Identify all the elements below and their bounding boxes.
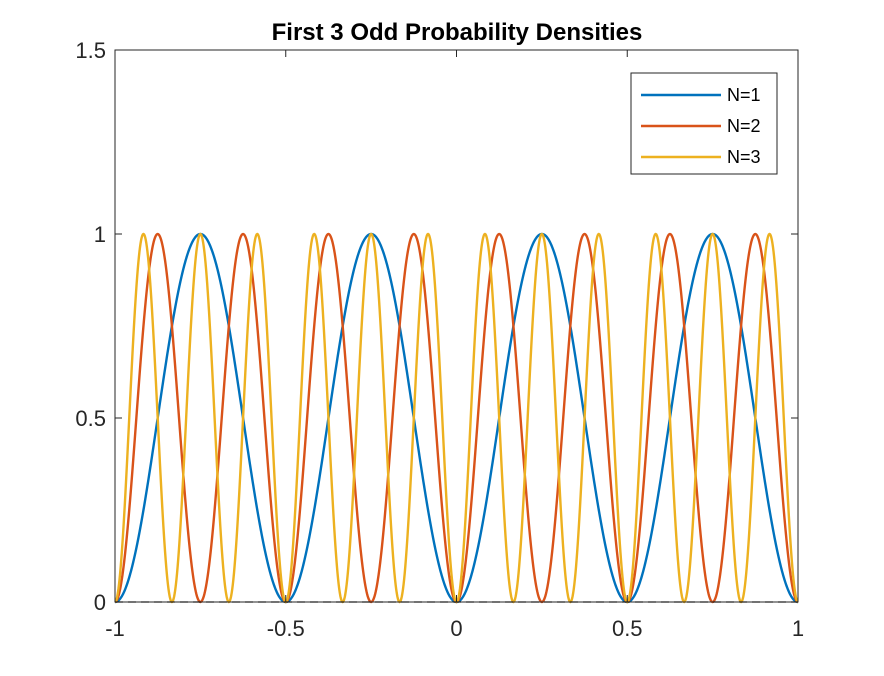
legend: N=1 N=2 N=3 bbox=[630, 72, 778, 175]
legend-label-2: N=2 bbox=[727, 116, 761, 136]
y-tick-label: 1.5 bbox=[75, 38, 106, 63]
x-tick-label: -1 bbox=[105, 616, 125, 641]
axes-layer: -1 -0.5 0 0.5 1 0 0.5 1 1.5 bbox=[75, 38, 804, 641]
x-tick-label: 0.5 bbox=[612, 616, 643, 641]
x-tick-label: 0 bbox=[450, 616, 462, 641]
x-tick-label: 1 bbox=[792, 616, 804, 641]
chart-title: First 3 Odd Probability Densities bbox=[272, 19, 643, 46]
y-tick-label: 0.5 bbox=[75, 406, 106, 431]
y-tick-label: 0 bbox=[94, 590, 106, 615]
y-tick-label: 1 bbox=[94, 222, 106, 247]
legend-label-1: N=1 bbox=[727, 85, 761, 105]
x-tick-label: -0.5 bbox=[267, 616, 305, 641]
legend-label-3: N=3 bbox=[727, 147, 761, 167]
